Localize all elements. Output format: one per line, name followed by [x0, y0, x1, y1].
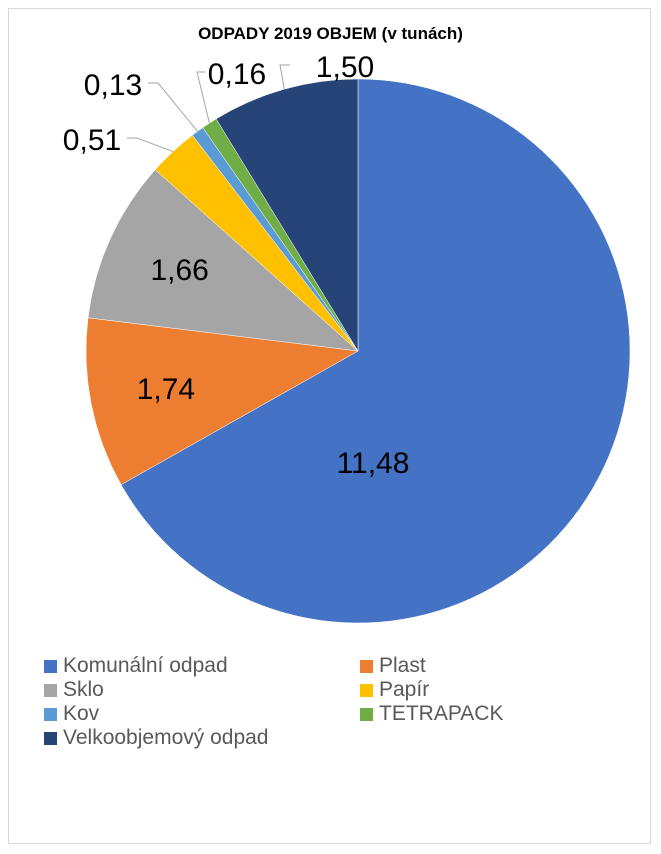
legend-swatch: [44, 731, 57, 745]
legend-swatch: [44, 659, 57, 673]
legend-item-plast: Plast: [360, 654, 426, 678]
legend-item-sklo: Sklo: [44, 678, 104, 702]
legend-swatch: [360, 659, 373, 673]
pie-slice-sklo: [87, 169, 359, 352]
leader-line-papir: [127, 137, 174, 153]
data-label-sklo: 1,66: [150, 254, 208, 287]
data-label-kov: 0,13: [84, 69, 142, 102]
legend-label: Kov: [63, 702, 100, 725]
pie-slice-plast: [85, 317, 359, 486]
leader-line-velkoobjemovy-odpad: [279, 64, 290, 90]
data-label-papir: 0,51: [63, 124, 121, 157]
legend-label: Komunální odpad: [63, 654, 228, 677]
legend-label: Papír: [379, 678, 430, 701]
data-label-velkoobjemovy-odpad: 1,50: [316, 51, 374, 84]
legend-label: Plast: [379, 654, 426, 677]
legend-swatch: [360, 683, 373, 697]
pie-slice-komunalni-odpad: [120, 78, 631, 624]
legend-item-papir: Papír: [360, 678, 429, 702]
leader-line-kov: [148, 82, 198, 132]
legend-swatch: [44, 707, 57, 721]
legend-label: Velkoobjemový odpad: [63, 726, 269, 749]
data-label-tetrapack: 0,16: [208, 58, 266, 91]
legend-item-komunalni-odpad: Komunální odpad: [44, 654, 228, 678]
legend-label: TETRAPACK: [379, 702, 504, 725]
legend-item-velkoobjemovy-odpad: Velkoobjemový odpad: [44, 726, 268, 750]
legend-item-kov: Kov: [44, 702, 99, 726]
legend-swatch: [44, 683, 57, 697]
chart-title: ODPADY 2019 OBJEM (v tunách): [198, 24, 463, 43]
legend-item-tetrapack: TETRAPACK: [360, 702, 503, 726]
data-label-komunalni-odpad: 11,48: [337, 447, 410, 480]
data-label-plast: 1,74: [137, 373, 195, 406]
leader-line-tetrapack: [196, 71, 210, 124]
pie-slice-velkoobjemovy-odpad: [215, 78, 359, 352]
legend-swatch: [360, 707, 373, 721]
legend-label: Sklo: [63, 678, 104, 701]
